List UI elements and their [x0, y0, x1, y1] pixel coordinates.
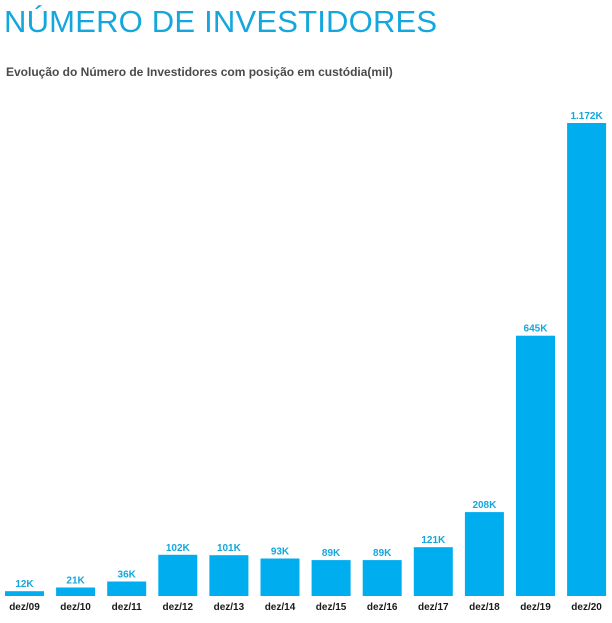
category-label: dez/10	[60, 602, 91, 613]
value-label: 101K	[217, 543, 242, 554]
category-label: dez/13	[214, 602, 245, 613]
value-label: 93K	[271, 547, 290, 558]
page-title: NÚMERO DE INVESTIDORES	[4, 4, 438, 39]
category-label: dez/17	[418, 602, 449, 613]
value-label: 102K	[166, 543, 191, 554]
bar-dez-15	[311, 560, 351, 596]
category-label: dez/12	[163, 602, 194, 613]
category-label: dez/14	[265, 602, 296, 613]
value-label: 645K	[524, 324, 549, 335]
bar-dez-13	[209, 555, 249, 596]
bar-dez-19	[516, 335, 555, 596]
bar-dez-17	[413, 547, 453, 596]
chart-subtitle: Evolução do Número de Investidores com p…	[6, 65, 393, 79]
bar-dez-11	[107, 581, 147, 596]
category-label: dez/15	[316, 602, 347, 613]
bar-dez-09	[5, 591, 44, 596]
bar-dez-16	[362, 560, 402, 596]
value-label: 89K	[322, 548, 341, 559]
bar-dez-10	[56, 587, 96, 596]
value-label: 36K	[118, 570, 137, 581]
bar-dez-18	[464, 512, 504, 596]
value-label: 208K	[472, 500, 497, 511]
category-label: dez/19	[520, 602, 551, 613]
value-label: 121K	[421, 535, 446, 546]
value-label: 1.172K	[570, 111, 603, 122]
bar-dez-20	[567, 123, 607, 596]
category-label: dez/11	[112, 602, 142, 613]
category-label: dez/09	[9, 602, 40, 613]
category-label: dez/16	[367, 602, 398, 613]
bar-dez-12	[158, 554, 198, 596]
value-label: 21K	[66, 576, 85, 587]
category-label: dez/20	[571, 602, 602, 613]
value-label: 89K	[373, 548, 392, 559]
category-label: dez/18	[469, 602, 500, 613]
bar-dez-14	[260, 558, 300, 596]
value-label: 12K	[15, 579, 34, 590]
